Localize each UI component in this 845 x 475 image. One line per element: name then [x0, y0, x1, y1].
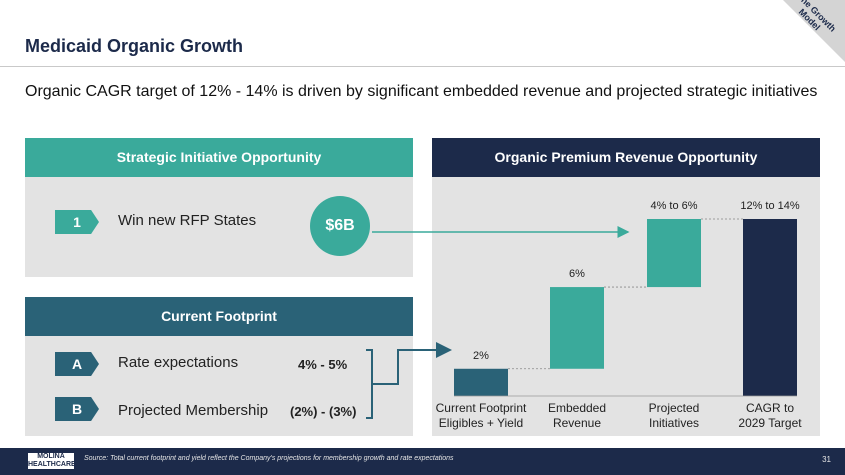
category-label-1-line-1: Current Footprint — [436, 401, 527, 415]
bar-2 — [550, 287, 604, 369]
chart-title: Organic Premium Revenue Opportunity — [432, 138, 820, 177]
footprint-label-a: Rate expectations — [118, 354, 239, 371]
category-label-3-line-1: Projected — [649, 401, 700, 415]
footprint-badge-b: B — [55, 397, 99, 421]
page-subtitle: Organic CAGR target of 12% - 14% is driv… — [25, 83, 818, 100]
bar-value-label-2: 6% — [569, 268, 585, 280]
bar-value-label-3: 4% to 6% — [650, 200, 697, 212]
strategic-heading: Strategic Initiative Opportunity — [25, 138, 413, 177]
category-label-1-line-2: Eligibles + Yield — [439, 416, 523, 430]
footer-bar — [0, 448, 845, 475]
company-logo: MOLINA HEALTHCARE — [28, 453, 76, 469]
initiative-badge-1: 1 — [55, 210, 99, 234]
category-label-2-line-2: Revenue — [553, 416, 601, 430]
bar-value-label-4: 12% to 14% — [740, 200, 800, 212]
footprint-heading: Current Footprint — [25, 297, 413, 336]
bar-3 — [647, 219, 701, 288]
bar-4 — [743, 219, 797, 396]
footprint-bracket — [366, 349, 373, 419]
category-label-4-line-2: 2029 Target — [738, 416, 802, 430]
bar-value-label-1: 2% — [473, 350, 489, 362]
corner-tag-triangle — [783, 0, 845, 62]
footprint-label-b: Projected Membership — [118, 402, 269, 419]
title-divider — [0, 66, 845, 67]
page-number: 31 — [822, 455, 831, 464]
source-note: Source: Total current footprint and yiel… — [84, 455, 454, 462]
footprint-badge-a: A — [55, 352, 99, 376]
bar-1 — [454, 368, 508, 396]
category-label-3-line-2: Initiatives — [649, 416, 699, 430]
opportunity-value-circle: $6B — [310, 196, 370, 256]
footprint-value-a: 4% - 5% — [298, 357, 348, 372]
page-title: Medicaid Organic Growth — [25, 36, 244, 56]
footprint-arrow — [372, 342, 452, 385]
category-label-2-line-1: Embedded — [548, 401, 606, 415]
footprint-value-b: (2%) - (3%) — [290, 404, 357, 419]
initiative-label-1: Win new RFP States — [118, 212, 257, 229]
category-label-4-line-1: CAGR to — [746, 401, 794, 415]
